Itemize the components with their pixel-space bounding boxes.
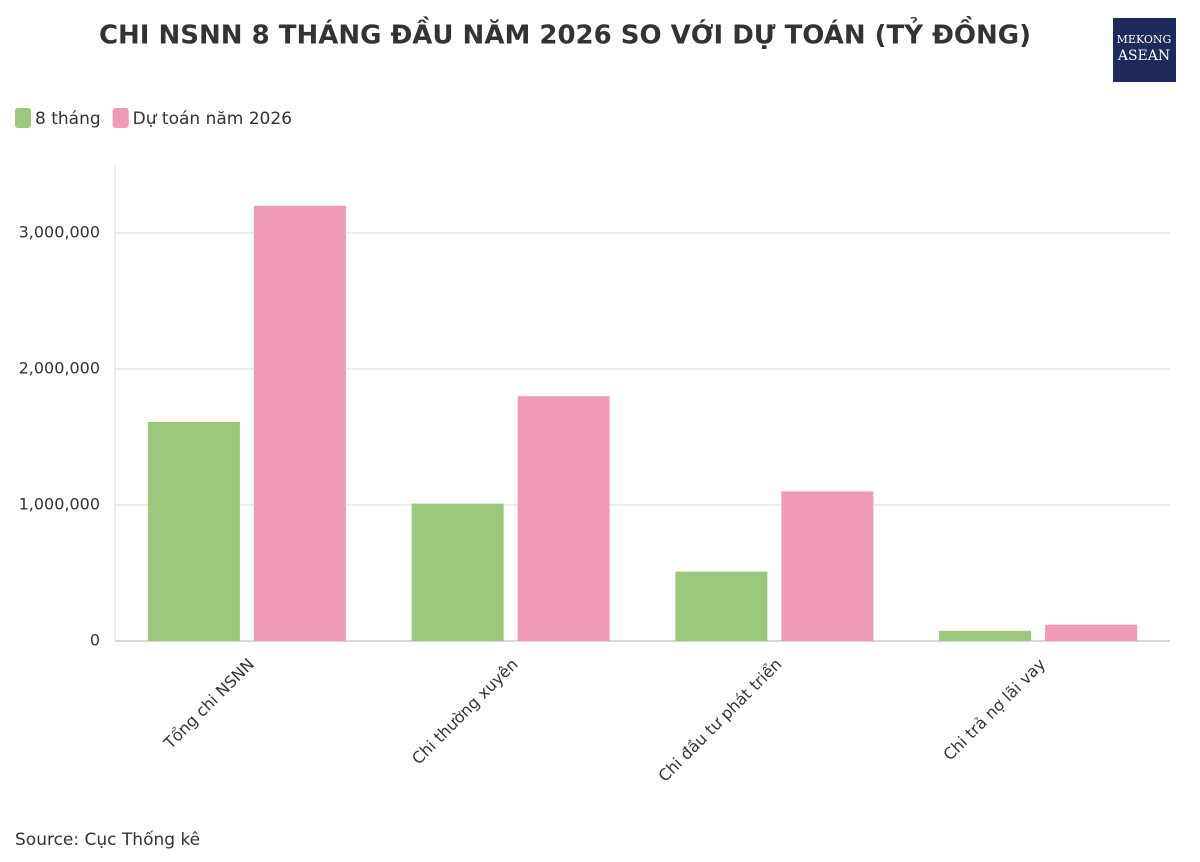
y-tick-label: 0 bbox=[90, 631, 100, 650]
legend-swatch bbox=[15, 108, 31, 128]
legend-label: Dự toán năm 2026 bbox=[133, 109, 292, 129]
y-tick-label: 1,000,000 bbox=[19, 495, 100, 514]
bar bbox=[939, 630, 1032, 641]
logo-text: ASEAN bbox=[1117, 48, 1170, 64]
bar bbox=[517, 396, 610, 641]
y-tick-label: 3,000,000 bbox=[19, 223, 100, 242]
source: Source: Cục Thống kê bbox=[15, 829, 200, 850]
bar bbox=[675, 571, 768, 641]
chart-title: CHI NSNN 8 THÁNG ĐẦU NĂM 2026 SO VỚI DỰ … bbox=[99, 15, 1031, 51]
legend-label: 8 tháng bbox=[35, 109, 101, 129]
logo-box bbox=[1113, 18, 1176, 82]
bar bbox=[253, 205, 346, 642]
bar bbox=[411, 503, 504, 641]
legend-swatch bbox=[112, 108, 129, 128]
bar bbox=[781, 491, 874, 641]
logo-text: MEKONG bbox=[1117, 33, 1172, 46]
x-tick-label: Chi trả nợ lãi vay bbox=[939, 655, 1049, 765]
x-tick-label: Tổng chi NSNN bbox=[159, 655, 258, 754]
y-tick-label: 2,000,000 bbox=[19, 359, 100, 378]
x-tick-label: Chi đầu tư phát triển bbox=[654, 655, 785, 786]
x-tick-label: Chi thường xuyên bbox=[408, 655, 522, 769]
bar bbox=[147, 422, 240, 641]
bar bbox=[1045, 624, 1138, 641]
